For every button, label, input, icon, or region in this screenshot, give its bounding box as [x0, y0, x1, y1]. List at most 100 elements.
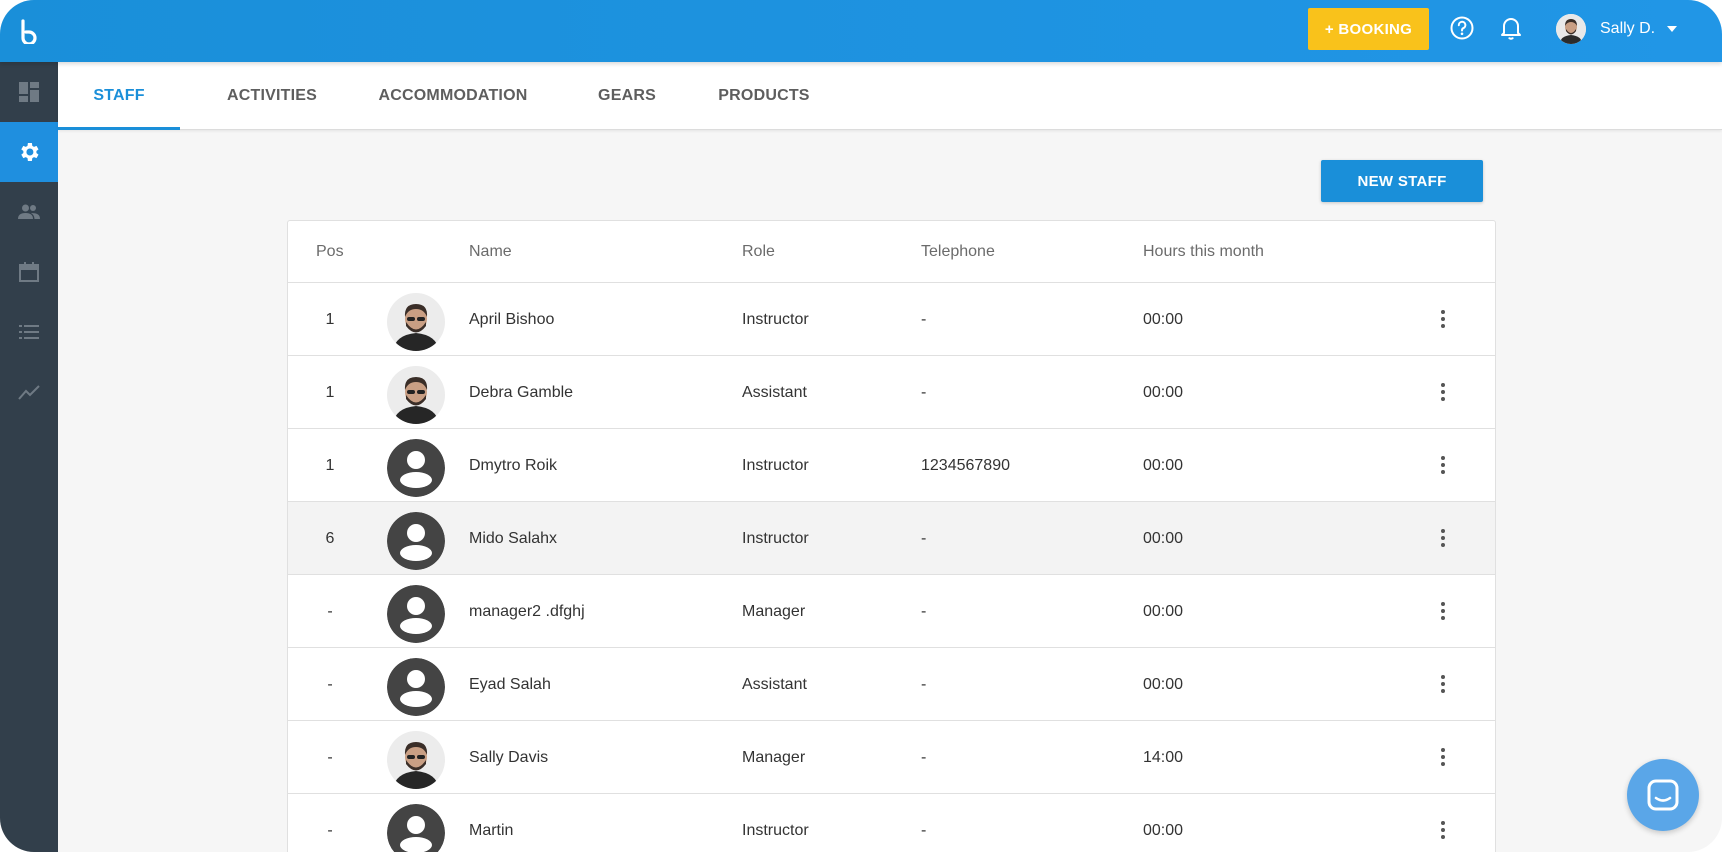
sidebar-item-calendar[interactable] — [0, 242, 58, 302]
cell-hours: 00:00 — [1143, 603, 1184, 620]
tab-gears[interactable]: GEARS — [598, 87, 656, 104]
cell-pos: - — [327, 822, 333, 839]
cell-telephone: - — [921, 384, 927, 401]
cell-role: Instructor — [742, 311, 809, 328]
cell-role: Instructor — [742, 457, 809, 474]
new-staff-button[interactable]: NEW STAFF — [1321, 160, 1483, 202]
user-menu[interactable]: Sally D. — [1556, 13, 1678, 45]
staff-avatar — [387, 804, 445, 852]
gear-icon — [21, 143, 39, 161]
cell-telephone: 1234567890 — [921, 457, 1010, 474]
staff-photo-icon — [387, 731, 445, 789]
table-row[interactable]: - Eyad Salah Assistant - 00:00 — [288, 648, 1495, 721]
staff-photo-icon — [387, 293, 445, 351]
row-more-options-icon[interactable] — [1436, 526, 1450, 550]
cell-name: Martin — [469, 822, 514, 839]
chevron-down-icon — [1667, 26, 1678, 32]
cell-name: April Bishoo — [469, 311, 555, 328]
column-header-telephone[interactable]: Telephone — [921, 243, 995, 260]
column-header-role[interactable]: Role — [742, 243, 775, 260]
cell-hours: 00:00 — [1143, 530, 1184, 547]
top-bar: + BOOKING — [0, 0, 1722, 62]
logo-icon — [21, 19, 37, 44]
new-booking-button[interactable]: + BOOKING — [1308, 8, 1429, 50]
table-row[interactable]: 1 Dmytro Roik Instructor 1234567890 00:00 — [288, 429, 1495, 502]
table-row[interactable]: 1 April Bishoo Instructor - 00:00 — [288, 283, 1495, 356]
cell-name: Eyad Salah — [469, 676, 551, 693]
table-body: 1 April Bishoo Instructor - 00:00 1 Debra Gamb… — [288, 283, 1495, 852]
chat-launcher-button[interactable] — [1627, 759, 1699, 831]
calendar-icon — [19, 262, 39, 282]
help-icon[interactable] — [1448, 14, 1476, 42]
table-row[interactable]: 1 Debra Gamble Assistant - 00:00 — [288, 356, 1495, 429]
chart-icon — [18, 385, 40, 400]
sidebar-item-list[interactable] — [0, 302, 58, 362]
column-header-hours[interactable]: Hours this month — [1143, 243, 1264, 260]
column-header-pos[interactable]: Pos — [316, 243, 344, 260]
row-more-options-icon[interactable] — [1436, 672, 1450, 696]
cell-telephone: - — [921, 311, 927, 328]
table-row[interactable]: - Martin Instructor - 00:00 — [288, 794, 1495, 852]
cell-telephone: - — [921, 603, 927, 620]
default-avatar-icon — [387, 512, 445, 570]
cell-pos: 6 — [325, 530, 335, 547]
default-avatar-icon — [387, 658, 445, 716]
row-more-options-icon[interactable] — [1436, 307, 1450, 331]
table-row[interactable]: - manager2 .dfghj Manager - 00:00 — [288, 575, 1495, 648]
cell-pos: - — [327, 676, 333, 693]
list-icon — [19, 325, 39, 339]
cell-hours: 00:00 — [1143, 822, 1184, 839]
tab-staff[interactable]: STAFF — [58, 62, 180, 130]
staff-photo-icon — [387, 366, 445, 424]
cell-role: Manager — [742, 749, 806, 766]
cell-name: Debra Gamble — [469, 384, 574, 401]
staff-avatar — [387, 658, 445, 716]
cell-hours: 00:00 — [1143, 676, 1184, 693]
default-avatar-icon — [387, 585, 445, 643]
sidebar-item-reports[interactable] — [0, 362, 58, 422]
cell-pos: - — [327, 749, 333, 766]
cell-name: manager2 .dfghj — [469, 603, 585, 620]
row-more-options-icon[interactable] — [1436, 818, 1450, 842]
sidebar-item-customers[interactable] — [0, 182, 58, 242]
row-more-options-icon[interactable] — [1436, 745, 1450, 769]
row-more-options-icon[interactable] — [1436, 599, 1450, 623]
staff-avatar — [387, 366, 445, 424]
row-more-options-icon[interactable] — [1436, 380, 1450, 404]
app-logo[interactable] — [0, 0, 58, 62]
user-avatar — [1556, 14, 1586, 44]
cell-hours: 00:00 — [1143, 384, 1184, 401]
staff-avatar — [387, 512, 445, 570]
sidebar-item-dashboard[interactable] — [0, 62, 58, 122]
column-header-name[interactable]: Name — [469, 243, 512, 260]
cell-role: Instructor — [742, 530, 809, 547]
cell-telephone: - — [921, 822, 927, 839]
sidebar-item-settings[interactable] — [0, 122, 58, 182]
cell-telephone: - — [921, 749, 927, 766]
row-more-options-icon[interactable] — [1436, 453, 1450, 477]
cell-telephone: - — [921, 530, 927, 547]
staff-table: Pos Name Role Telephone Hours this month… — [287, 220, 1496, 852]
tab-activities[interactable]: ACTIVITIES — [226, 87, 317, 104]
staff-avatar — [387, 585, 445, 643]
tab-bar: STAFF ACTIVITIES ACCOMMODATION GEARS PRO… — [58, 62, 1722, 130]
tab-accommodation[interactable]: ACCOMMODATION — [378, 87, 528, 104]
table-row[interactable]: - Sally Davis Manager - 14:00 — [288, 721, 1495, 794]
cell-pos: 1 — [325, 457, 335, 474]
cell-pos: 1 — [325, 384, 335, 401]
staff-avatar — [387, 439, 445, 497]
notifications-bell-icon[interactable] — [1497, 14, 1525, 42]
dashboard-icon — [19, 82, 39, 102]
cell-pos: 1 — [325, 311, 335, 328]
chat-icon — [1647, 779, 1679, 811]
default-avatar-icon — [387, 439, 445, 497]
table-row[interactable]: 6 Mido Salahx Instructor - 00:00 — [288, 502, 1495, 575]
staff-avatar — [387, 293, 445, 351]
cell-telephone: - — [921, 676, 927, 693]
user-name: Sally D. — [1600, 20, 1656, 37]
cell-role: Manager — [742, 603, 806, 620]
cell-name: Mido Salahx — [469, 530, 558, 547]
cell-hours: 00:00 — [1143, 311, 1184, 328]
tab-products[interactable]: PRODUCTS — [718, 87, 810, 104]
